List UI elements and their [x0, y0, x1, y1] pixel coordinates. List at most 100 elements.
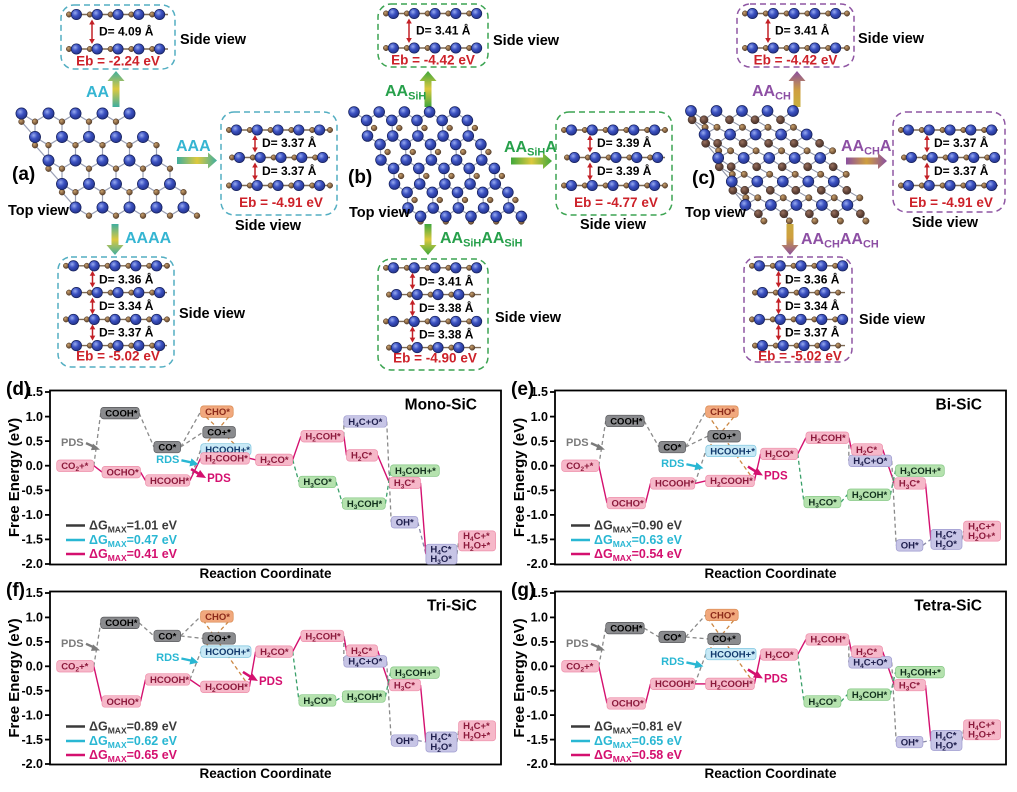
svg-text:ΔGMAX=0.65 eV: ΔGMAX=0.65 eV	[89, 748, 178, 764]
svg-text:H2O+*: H2O+*	[968, 730, 995, 742]
svg-text:HCOOH*: HCOOH*	[150, 476, 189, 487]
svg-text:-1.0: -1.0	[21, 708, 43, 722]
svg-text:OCHO*: OCHO*	[612, 699, 645, 710]
svg-text:Eb = -4.77 eV: Eb = -4.77 eV	[574, 195, 658, 210]
svg-text:ΔGMAX=1.01 eV: ΔGMAX=1.01 eV	[89, 519, 178, 535]
svg-text:AAA: AAA	[176, 138, 211, 155]
svg-text:H3COH+*: H3COH+*	[900, 466, 941, 478]
svg-text:OCHO*: OCHO*	[107, 467, 140, 478]
svg-text:H2COOH*: H2COOH*	[710, 476, 753, 488]
svg-text:OH*: OH*	[901, 541, 919, 552]
svg-text:-1.0: -1.0	[526, 708, 548, 722]
svg-text:-2.0: -2.0	[21, 557, 43, 571]
svg-text:D= 3.37 Å: D= 3.37 Å	[99, 325, 154, 340]
svg-text:Eb = -4.42 eV: Eb = -4.42 eV	[754, 53, 838, 68]
svg-text:Bi-SiC: Bi-SiC	[936, 397, 983, 414]
svg-text:H2C*: H2C*	[856, 445, 877, 457]
svg-text:Top view: Top view	[685, 205, 747, 221]
svg-text:-1.5: -1.5	[526, 533, 548, 547]
svg-text:COOH*: COOH*	[610, 416, 643, 427]
svg-text:PDS: PDS	[61, 437, 84, 449]
svg-text:1.0: 1.0	[531, 410, 548, 424]
svg-text:PDS: PDS	[207, 473, 231, 485]
svg-text:0.5: 0.5	[26, 434, 43, 448]
svg-text:-0.5: -0.5	[21, 484, 43, 498]
svg-text:(c): (c)	[692, 168, 715, 189]
svg-text:ΔGMAX=0.41 eV: ΔGMAX=0.41 eV	[89, 547, 178, 563]
svg-text:H3CO*: H3CO*	[808, 697, 837, 709]
svg-text:H2CO*: H2CO*	[765, 449, 794, 461]
svg-text:Side view: Side view	[235, 218, 302, 234]
svg-text:H2COH*: H2COH*	[810, 635, 846, 647]
svg-text:CO*: CO*	[663, 632, 681, 643]
svg-text:D= 3.37 Å: D= 3.37 Å	[785, 325, 840, 340]
svg-text:H3COH*: H3COH*	[852, 690, 888, 702]
svg-text:D= 3.41 Å: D= 3.41 Å	[416, 23, 471, 38]
svg-text:ΔGMAX=0.90 eV: ΔGMAX=0.90 eV	[594, 519, 683, 535]
svg-text:PDS: PDS	[566, 437, 589, 449]
svg-text:0.0: 0.0	[531, 660, 548, 674]
svg-text:H2O+*: H2O+*	[463, 541, 490, 553]
svg-text:Mono-SiC: Mono-SiC	[405, 397, 477, 414]
svg-text:Eb = -5.02 eV: Eb = -5.02 eV	[76, 349, 160, 364]
svg-text:0.5: 0.5	[26, 635, 43, 649]
svg-text:H4C+*: H4C+*	[463, 721, 490, 733]
svg-text:H4C+O*: H4C+O*	[348, 417, 382, 429]
svg-text:COOH*: COOH*	[105, 408, 138, 419]
svg-text:D= 3.36 Å: D= 3.36 Å	[99, 272, 154, 287]
svg-text:H2CO*: H2CO*	[260, 455, 289, 467]
svg-text:PDS: PDS	[566, 638, 589, 650]
svg-text:H3CO*: H3CO*	[808, 497, 837, 509]
svg-text:-1.5: -1.5	[21, 533, 43, 547]
svg-text:1.0: 1.0	[26, 410, 43, 424]
svg-text:H2CO*: H2CO*	[765, 650, 794, 662]
svg-text:H2COOH*: H2COOH*	[205, 682, 248, 694]
svg-text:AASiH: AASiH	[385, 83, 426, 103]
svg-text:OH*: OH*	[901, 737, 919, 748]
svg-text:AASiHAASiH: AASiHAASiH	[440, 230, 523, 250]
svg-text:Free Energy (eV): Free Energy (eV)	[6, 618, 23, 737]
svg-text:HCOOH+*: HCOOH+*	[710, 446, 755, 457]
svg-text:H4C*: H4C*	[430, 544, 451, 556]
svg-text:H3CO*: H3CO*	[303, 477, 332, 489]
svg-text:Free Energy (eV): Free Energy (eV)	[511, 418, 528, 537]
svg-text:AACHAACH: AACHAACH	[801, 231, 879, 251]
svg-text:0.0: 0.0	[531, 459, 548, 473]
svg-text:D= 3.38 Å: D= 3.38 Å	[419, 327, 474, 342]
svg-text:CO+*: CO+*	[207, 428, 231, 439]
svg-text:H3C*: H3C*	[394, 478, 415, 490]
svg-text:Reaction Coordinate: Reaction Coordinate	[704, 566, 837, 581]
svg-text:D= 3.39 Å: D= 3.39 Å	[597, 135, 652, 150]
svg-text:H3COH+*: H3COH+*	[900, 667, 941, 679]
svg-text:CO*: CO*	[158, 631, 176, 642]
svg-text:HCOOH+*: HCOOH+*	[710, 649, 755, 660]
svg-text:Eb = -4.91 eV: Eb = -4.91 eV	[239, 195, 323, 210]
svg-text:H2C*: H2C*	[351, 646, 372, 658]
svg-text:-1.0: -1.0	[526, 508, 548, 522]
svg-text:(g): (g)	[511, 580, 535, 601]
svg-text:H2C*: H2C*	[351, 451, 372, 463]
svg-text:H4C*: H4C*	[935, 731, 956, 743]
svg-text:HCOOH*: HCOOH*	[655, 479, 694, 490]
svg-text:H3C*: H3C*	[394, 680, 415, 692]
svg-text:CO*: CO*	[663, 442, 681, 453]
svg-text:AASiHA: AASiHA	[504, 139, 557, 159]
svg-text:OH*: OH*	[396, 518, 414, 529]
svg-text:D= 3.38 Å: D= 3.38 Å	[419, 300, 474, 315]
svg-text:D= 3.41 Å: D= 3.41 Å	[419, 274, 474, 289]
svg-text:H2COOH*: H2COOH*	[205, 454, 248, 466]
svg-text:D= 3.41 Å: D= 3.41 Å	[775, 23, 830, 38]
svg-text:ΔGMAX=0.47 eV: ΔGMAX=0.47 eV	[89, 533, 178, 549]
svg-text:D= 3.39 Å: D= 3.39 Å	[597, 163, 652, 178]
svg-text:AA: AA	[86, 84, 110, 101]
svg-text:Top view: Top view	[349, 205, 411, 221]
svg-text:H3O*: H3O*	[430, 554, 452, 566]
svg-text:H2O*: H2O*	[430, 742, 452, 754]
svg-text:ΔGMAX=0.65 eV: ΔGMAX=0.65 eV	[594, 734, 683, 750]
svg-text:D= 4.09 Å: D= 4.09 Å	[99, 24, 154, 39]
svg-text:Side view: Side view	[493, 33, 560, 49]
svg-text:COOH*: COOH*	[610, 624, 643, 635]
svg-text:OCHO*: OCHO*	[612, 498, 645, 509]
svg-text:H3COH*: H3COH*	[347, 499, 383, 511]
svg-text:ΔGMAX=0.89 eV: ΔGMAX=0.89 eV	[89, 720, 178, 736]
